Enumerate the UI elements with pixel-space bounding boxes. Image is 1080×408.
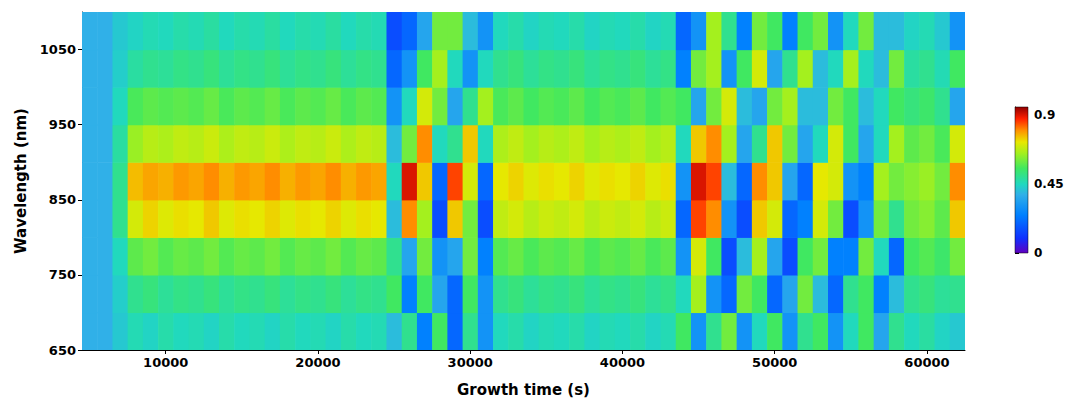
svg-text:650: 650 bbox=[49, 343, 76, 358]
svg-text:30000: 30000 bbox=[448, 355, 493, 370]
svg-text:Growth time (s): Growth time (s) bbox=[457, 381, 590, 399]
svg-text:0.9: 0.9 bbox=[1034, 108, 1055, 122]
svg-text:1050: 1050 bbox=[40, 42, 76, 57]
svg-text:0.45: 0.45 bbox=[1034, 177, 1064, 191]
svg-text:20000: 20000 bbox=[295, 355, 340, 370]
svg-text:850: 850 bbox=[49, 192, 76, 207]
svg-text:750: 750 bbox=[49, 267, 76, 282]
svg-text:40000: 40000 bbox=[600, 355, 645, 370]
svg-text:50000: 50000 bbox=[752, 355, 797, 370]
svg-text:Wavelength (nm): Wavelength (nm) bbox=[12, 108, 30, 254]
svg-text:0: 0 bbox=[1034, 246, 1042, 260]
svg-text:60000: 60000 bbox=[904, 355, 949, 370]
svg-text:10000: 10000 bbox=[143, 355, 188, 370]
svg-text:950: 950 bbox=[49, 117, 76, 132]
